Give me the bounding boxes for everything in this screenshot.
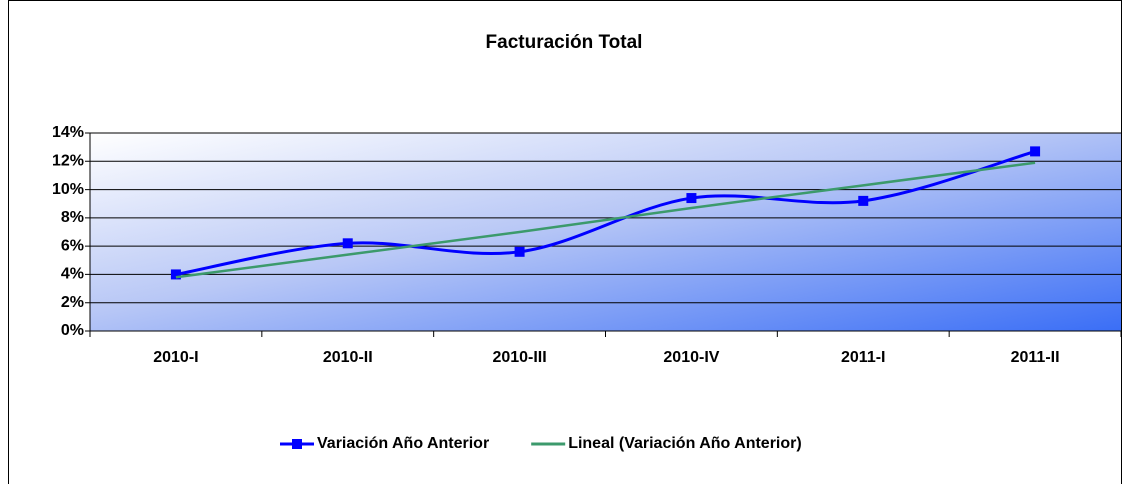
x-tick-label: 2011-II — [1011, 349, 1060, 366]
x-tick-label: 2011-I — [841, 349, 885, 366]
y-tick-label: 12% — [52, 153, 84, 170]
marker — [514, 246, 525, 257]
chart-title: Facturación Total — [486, 32, 643, 53]
plot-area — [90, 133, 1121, 331]
x-tick-label: 2010-IV — [663, 349, 719, 366]
marker — [342, 238, 353, 249]
y-tick-label: 4% — [61, 266, 84, 283]
y-tick-label: 10% — [52, 181, 84, 198]
legend-label: Variación Año Anterior — [317, 435, 489, 452]
legend-label: Lineal (Variación Año Anterior) — [568, 435, 802, 452]
series-line — [175, 161, 1036, 279]
x-tick-label: 2010-II — [323, 349, 373, 366]
x-tick-label: 2010-III — [492, 349, 546, 366]
marker — [170, 269, 181, 280]
legend-marker — [292, 439, 302, 449]
marker — [858, 195, 869, 206]
marker — [1030, 146, 1041, 157]
chart-border — [8, 0, 1122, 484]
y-tick-label: 6% — [61, 237, 84, 254]
y-tick-label: 2% — [61, 294, 84, 311]
y-tick-label: 14% — [52, 124, 84, 141]
y-tick-label: 0% — [61, 322, 84, 339]
series-line — [175, 149, 1036, 276]
x-tick-label: 2010-I — [153, 349, 198, 366]
y-tick-label: 8% — [61, 209, 84, 226]
marker — [686, 193, 697, 204]
